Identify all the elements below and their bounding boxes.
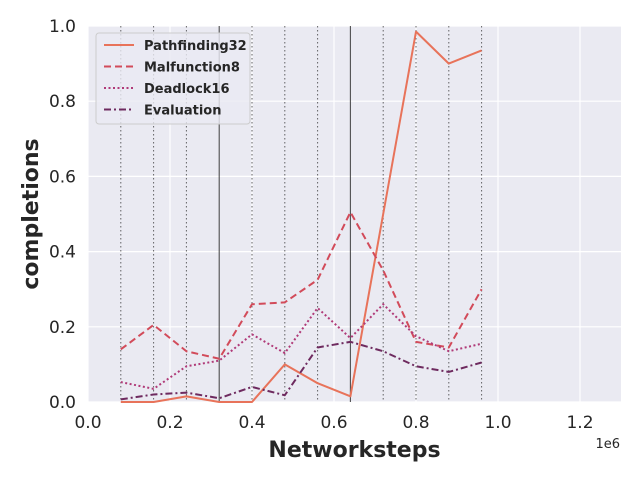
x-tick-label: 0.8 — [402, 413, 429, 433]
x-tick-label: 1.2 — [566, 413, 593, 433]
x-tick-label: 0.0 — [74, 413, 101, 433]
y-tick-label: 0.2 — [49, 318, 76, 338]
x-offset-label: 1e6 — [595, 437, 620, 452]
legend-label-malfunction8: Malfunction8 — [144, 61, 240, 76]
y-tick-label: 0.8 — [49, 92, 76, 112]
y-tick-label: 0.4 — [49, 243, 76, 263]
legend: Pathfinding32 Malfunction8 Deadlock16 Evalu… — [95, 32, 251, 125]
x-tick-label: 1.0 — [484, 413, 511, 433]
legend-label-evaluation: Evaluation — [144, 104, 221, 119]
y-tick-label: 1.0 — [49, 17, 76, 37]
y-tick-label: 0.0 — [49, 393, 76, 413]
series-line-malfunction8 — [120, 211, 483, 360]
x-tick-label: 0.4 — [238, 413, 265, 433]
series-line-pathfinding32 — [120, 30, 482, 403]
x-tick-label: 0.2 — [156, 413, 183, 433]
series-line-evaluation — [120, 340, 482, 401]
legend-label-pathfinding32: Pathfinding32 — [144, 39, 247, 54]
y-tick-label: 0.6 — [49, 167, 76, 187]
legend-box — [95, 32, 251, 125]
legend-label-deadlock16: Deadlock16 — [144, 82, 230, 97]
x-axis-label: Networksteps — [268, 438, 440, 463]
tick-labels: 0.0 0.2 0.4 0.6 0.8 1.0 1.2 0.0 0.2 0.4 0.6 0.8 1.0 — [49, 17, 594, 433]
series-group — [120, 30, 483, 403]
y-axis-label: completions — [19, 138, 44, 289]
x-tick-label: 0.6 — [320, 413, 347, 433]
